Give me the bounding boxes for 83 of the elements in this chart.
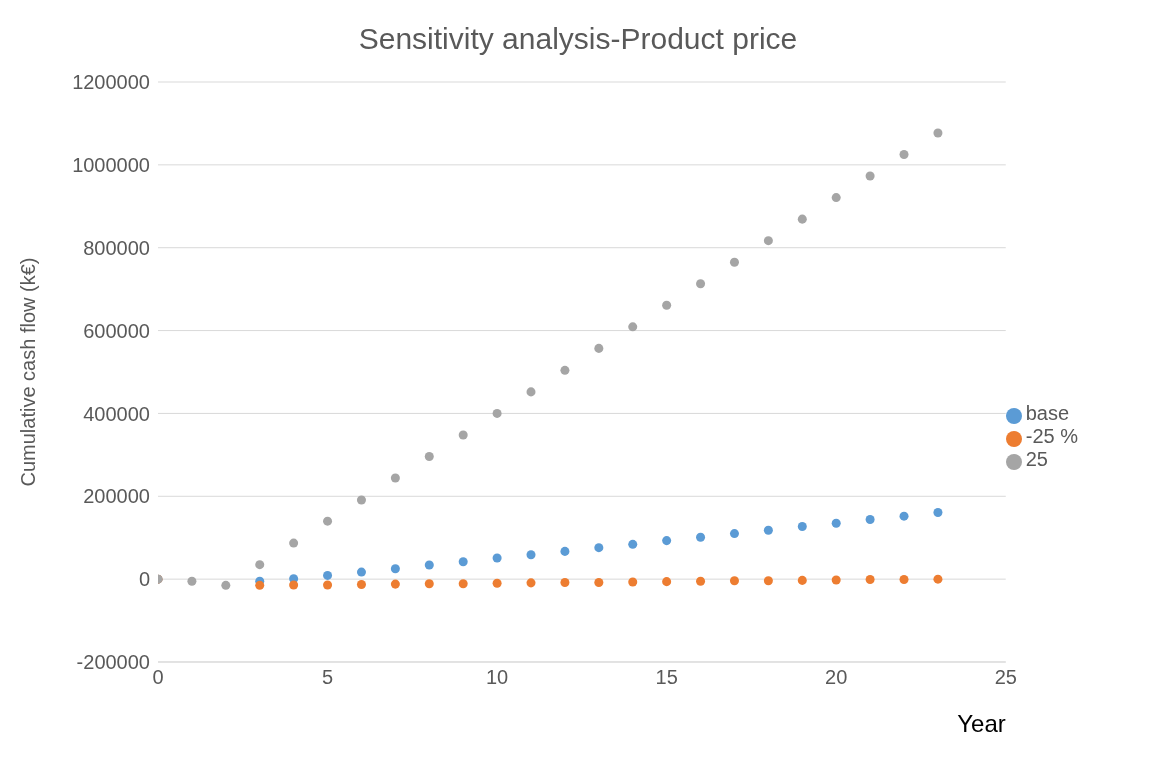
- point: [356, 495, 366, 505]
- point: [526, 387, 536, 397]
- point: [356, 580, 366, 590]
- legend-label: base: [1025, 402, 1070, 424]
- point: [356, 567, 366, 577]
- point: [390, 564, 400, 574]
- point: [662, 577, 672, 587]
- point: [289, 538, 299, 548]
- x-axis-title: Year: [957, 710, 1006, 737]
- point: [594, 343, 604, 353]
- chart-title: Sensitivity analysis-Product price: [357, 21, 799, 57]
- point: [933, 507, 943, 517]
- point: [662, 536, 672, 546]
- point: [865, 575, 875, 585]
- y-axis-title: Cumulative cash flow (k€): [17, 257, 40, 487]
- legend-label: -25 %: [1025, 425, 1078, 447]
- y-tick-label: 400000: [83, 402, 150, 425]
- point: [458, 430, 468, 440]
- point: [865, 171, 875, 181]
- point: [323, 570, 333, 580]
- point: [763, 525, 773, 535]
- point: [729, 257, 739, 267]
- point: [628, 322, 638, 332]
- point: [492, 408, 502, 418]
- point: [763, 576, 773, 586]
- x-tick-label: 25: [994, 666, 1017, 689]
- point: [560, 365, 570, 375]
- point: [831, 518, 841, 528]
- point: [390, 579, 400, 589]
- point: [560, 546, 570, 556]
- point: [899, 149, 909, 160]
- point: [255, 580, 265, 590]
- point: [628, 539, 638, 549]
- point: [424, 579, 434, 589]
- point: [289, 580, 299, 590]
- point: [797, 522, 807, 532]
- point: [831, 575, 841, 585]
- y-tick-label: 1200000: [72, 71, 150, 94]
- point: [763, 236, 773, 246]
- point: [390, 473, 400, 483]
- x-tick-label: 20: [825, 666, 848, 689]
- point: [865, 514, 875, 524]
- point: [797, 575, 807, 585]
- point: [594, 577, 604, 587]
- point: [323, 580, 333, 590]
- point: [458, 557, 468, 567]
- point: [492, 553, 502, 563]
- point: [458, 579, 468, 589]
- point: [187, 576, 197, 586]
- legend-label: 25: [1025, 448, 1048, 470]
- point: [729, 529, 739, 539]
- y-tick-label: 1000000: [72, 153, 150, 176]
- y-tick-label: 0: [138, 568, 150, 591]
- point: [560, 577, 570, 587]
- y-tick-label: 800000: [83, 236, 150, 259]
- point: [424, 560, 434, 570]
- point: [696, 576, 706, 586]
- x-tick-label: 15: [655, 666, 678, 689]
- point: [729, 576, 739, 586]
- point: [696, 532, 706, 542]
- x-tick-label: 10: [485, 666, 509, 689]
- point: [933, 128, 943, 138]
- point: [899, 511, 909, 521]
- point: [526, 550, 536, 560]
- point: [797, 214, 807, 224]
- point: [323, 516, 333, 526]
- point: [526, 578, 536, 588]
- point: [831, 193, 841, 203]
- point: [662, 300, 672, 310]
- point: [424, 452, 434, 462]
- x-tick-label: 5: [321, 666, 334, 689]
- point: [899, 575, 909, 585]
- point: [492, 578, 502, 588]
- point: [255, 560, 265, 570]
- x-tick-label: 0: [152, 666, 164, 689]
- point: [221, 580, 231, 590]
- y-tick-label: 200000: [83, 485, 150, 508]
- y-tick-label: 600000: [83, 319, 150, 342]
- point: [594, 543, 604, 553]
- point: [628, 577, 638, 587]
- point: [933, 574, 943, 584]
- point: [696, 279, 706, 289]
- y-tick-label: -200000: [76, 651, 150, 674]
